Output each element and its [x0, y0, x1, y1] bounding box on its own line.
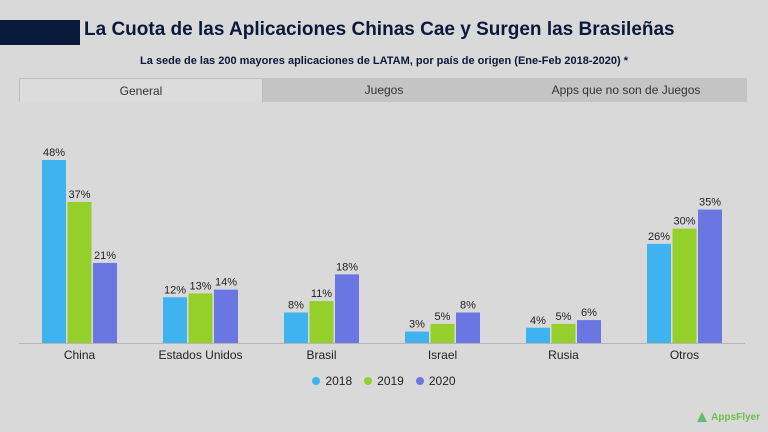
x-tick-label-rusia: Rusia — [548, 348, 579, 362]
data-label-rusia-2020: 6% — [581, 307, 597, 319]
x-tick-label-brasil: Brasil — [306, 348, 336, 362]
data-label-estados-unidos-2018: 12% — [164, 284, 186, 296]
bar-rusia-2019 — [551, 323, 576, 343]
bar-israel-2018 — [405, 331, 429, 343]
bar-estados-unidos-2020 — [214, 289, 238, 343]
bar-china-2019 — [67, 201, 92, 343]
legend-label-2019: 2019 — [377, 374, 404, 388]
tab-bar: General Juegos Apps que no son de Juegos — [19, 78, 747, 102]
data-label-estados-unidos-2020: 14% — [215, 277, 237, 289]
data-label-israel-2018: 3% — [409, 319, 425, 331]
x-tick-label-israel: Israel — [428, 348, 457, 362]
bar-brasil-2020 — [335, 274, 359, 343]
title-accent-bar — [0, 20, 80, 45]
bar-israel-2019 — [430, 323, 455, 343]
data-label-otros-2018: 26% — [648, 231, 670, 243]
legend-swatch-2020 — [415, 377, 424, 385]
data-label-estados-unidos-2019: 13% — [189, 280, 211, 292]
data-label-china-2019: 37% — [68, 189, 90, 201]
bar-brasil-2018 — [284, 312, 308, 343]
page-title: La Cuota de las Aplicaciones Chinas Cae … — [84, 19, 675, 40]
tab-general[interactable]: General — [19, 78, 263, 102]
data-label-rusia-2018: 4% — [530, 315, 546, 327]
bar-chart: 48% 37% 21% China 12% 13% 14% Estados Unidos 8% 1… — [19, 147, 745, 362]
tab-apps-no-juegos[interactable]: Apps que no son de Juegos — [505, 78, 747, 102]
legend-item-2018: 2018 — [312, 374, 352, 388]
x-tick-label-china: China — [64, 348, 96, 362]
legend-item-2019: 2019 — [364, 374, 404, 388]
bar-otros-2018 — [647, 243, 671, 343]
logo-text: AppsFlyer — [711, 411, 760, 423]
legend-swatch-2019 — [364, 377, 373, 385]
data-label-china-2020: 21% — [94, 250, 116, 262]
data-label-otros-2020: 35% — [699, 197, 721, 209]
x-tick-label-otros: Otros — [670, 348, 699, 362]
data-label-israel-2020: 8% — [460, 300, 476, 312]
data-label-israel-2019: 5% — [435, 311, 451, 323]
data-label-brasil-2019: 11% — [311, 288, 332, 300]
bar-china-2020 — [93, 262, 117, 343]
bar-estados-unidos-2019 — [188, 293, 213, 343]
data-label-otros-2019: 30% — [673, 216, 695, 228]
bar-rusia-2020 — [577, 320, 601, 343]
bar-china-2018 — [42, 160, 66, 343]
data-label-rusia-2019: 5% — [556, 311, 572, 323]
brand-logo: AppsFlyer — [695, 410, 760, 424]
legend-label-2020: 2020 — [428, 374, 456, 388]
legend-swatch-2018 — [312, 377, 321, 385]
bar-israel-2020 — [456, 312, 480, 343]
bar-brasil-2019 — [309, 301, 334, 343]
chart-legend: 2018 2019 2020 — [0, 374, 768, 388]
bar-otros-2020 — [698, 209, 722, 343]
appsflyer-logo-icon — [697, 412, 708, 422]
page-subtitle: La sede de las 200 mayores aplicaciones … — [139, 55, 629, 67]
bar-rusia-2018 — [526, 327, 550, 343]
legend-label-2018: 2018 — [325, 374, 353, 388]
x-tick-label-estados-unidos: Estados Unidos — [158, 348, 242, 362]
data-label-brasil-2020: 18% — [336, 261, 358, 273]
bar-otros-2019 — [672, 228, 697, 343]
bar-estados-unidos-2018 — [163, 297, 187, 343]
data-label-brasil-2018: 8% — [288, 300, 304, 312]
tab-juegos[interactable]: Juegos — [263, 78, 505, 102]
legend-item-2020: 2020 — [415, 374, 456, 388]
data-label-china-2018: 48% — [43, 147, 65, 159]
